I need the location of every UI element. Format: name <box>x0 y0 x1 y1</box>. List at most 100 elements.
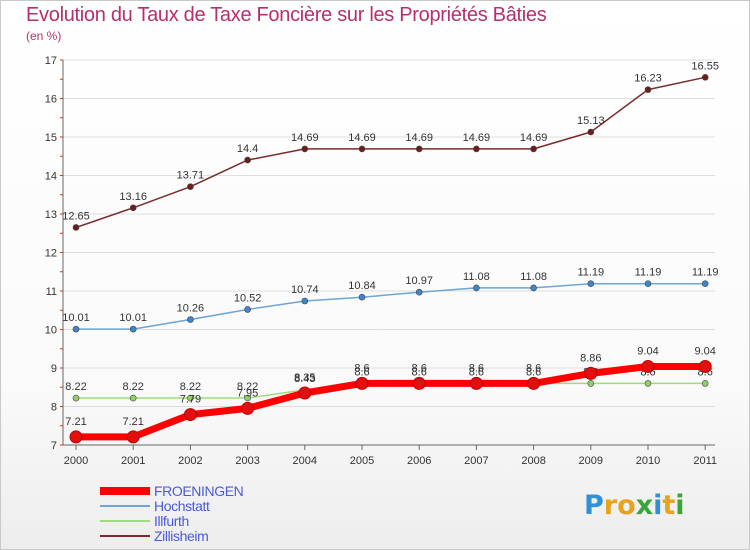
legend-label: Hochstatt <box>154 498 210 514</box>
data-point <box>587 380 595 387</box>
data-point <box>187 316 194 323</box>
legend-label: Zillisheim <box>154 528 209 544</box>
data-point <box>129 394 137 402</box>
data-label: 11.08 <box>463 271 490 283</box>
data-label: 14.69 <box>405 132 433 144</box>
data-point <box>244 394 251 402</box>
data-point <box>587 280 595 287</box>
data-label: 12.65 <box>62 210 90 222</box>
data-point <box>644 280 652 287</box>
data-label: 8.35 <box>294 372 315 384</box>
x-tick-label: 2003 <box>235 455 259 467</box>
data-label: 8.22 <box>180 381 201 393</box>
data-point <box>415 145 423 153</box>
data-label: 7.95 <box>237 387 258 399</box>
data-point <box>701 74 709 81</box>
data-label: 8.6 <box>469 366 484 378</box>
logo-letter: i <box>653 490 663 521</box>
logo-letter: r <box>603 490 618 521</box>
data-point <box>641 359 655 373</box>
y-tick-label: 14 <box>45 171 57 183</box>
x-tick-label: 2006 <box>407 455 431 467</box>
data-label: 10.01 <box>62 312 90 324</box>
data-label: 10.97 <box>405 275 433 287</box>
data-label: 14.69 <box>520 132 548 144</box>
data-label: 8.6 <box>526 366 541 378</box>
data-label: 16.55 <box>691 60 719 72</box>
data-label: 14.69 <box>291 132 319 144</box>
data-label: 10.26 <box>177 302 205 314</box>
data-point <box>358 145 366 153</box>
data-label: 8.6 <box>469 362 484 374</box>
proxiti-logo: Proxiti <box>584 490 685 521</box>
x-tick-label: 2005 <box>350 455 374 467</box>
data-point <box>415 288 423 296</box>
data-label: 10.84 <box>348 280 376 292</box>
logo-letter: t <box>662 490 676 521</box>
x-tick-label: 2000 <box>64 455 88 467</box>
y-tick-label: 12 <box>45 248 57 260</box>
data-point <box>644 380 652 387</box>
data-point <box>473 284 480 292</box>
logo-letter: x <box>635 490 654 521</box>
y-tick-label: 17 <box>45 55 57 67</box>
data-point <box>187 394 194 402</box>
data-point <box>530 284 537 292</box>
data-point <box>698 359 712 373</box>
data-label: 10.52 <box>234 292 262 304</box>
data-label: 10.74 <box>291 284 319 296</box>
data-label: 10.01 <box>119 312 147 324</box>
data-label: 14.69 <box>348 132 376 144</box>
data-point <box>358 293 366 301</box>
data-label: 8.6 <box>412 366 427 378</box>
legend-label: Illfurth <box>154 513 189 529</box>
data-point <box>244 156 251 164</box>
data-label: 16.23 <box>634 73 662 85</box>
legend-label: FROENINGEN <box>154 483 244 499</box>
data-point <box>183 408 197 422</box>
data-point <box>530 145 537 153</box>
series-line-froeningen <box>72 363 709 441</box>
y-tick-label: 16 <box>45 94 57 106</box>
x-tick-label: 2008 <box>521 455 545 467</box>
data-point <box>129 204 137 212</box>
legend-swatch <box>100 535 150 537</box>
data-point <box>72 224 80 231</box>
data-point <box>298 386 312 400</box>
data-point <box>701 380 709 387</box>
data-label: 7.21 <box>65 416 86 428</box>
x-tick-label: 2002 <box>178 455 202 467</box>
data-label: 8.6 <box>354 366 369 378</box>
data-point <box>72 325 80 333</box>
data-label: 9.04 <box>694 345 715 357</box>
legend-swatch <box>100 520 150 522</box>
data-point <box>412 376 426 390</box>
data-label: 14.69 <box>463 132 491 144</box>
logo-letter: i <box>675 490 685 521</box>
data-label: 13.16 <box>119 191 147 203</box>
data-point <box>187 183 194 190</box>
data-label: 7.79 <box>180 394 201 406</box>
legend-swatch <box>100 505 150 507</box>
x-tick-label: 2007 <box>464 455 488 467</box>
y-tick-label: 8 <box>51 402 57 414</box>
data-point <box>72 394 80 402</box>
data-label: 8.6 <box>526 362 541 374</box>
data-point <box>701 280 709 287</box>
y-tick-label: 15 <box>45 132 57 144</box>
series-line-zillisheim <box>75 76 706 229</box>
data-point <box>301 145 309 153</box>
data-label: 15.13 <box>577 115 605 127</box>
data-label: 13.71 <box>177 170 205 182</box>
legend-swatch <box>100 487 150 495</box>
data-label: 8.6 <box>412 362 427 374</box>
data-label: 11.19 <box>635 267 662 279</box>
y-tick-label: 10 <box>45 325 57 337</box>
x-tick-label: 2004 <box>293 455 317 467</box>
x-tick-label: 2011 <box>693 455 717 467</box>
logo-letter: o <box>617 490 636 521</box>
x-tick-label: 2001 <box>121 455 145 467</box>
y-tick-label: 13 <box>45 209 57 221</box>
x-tick-label: 2009 <box>579 455 603 467</box>
